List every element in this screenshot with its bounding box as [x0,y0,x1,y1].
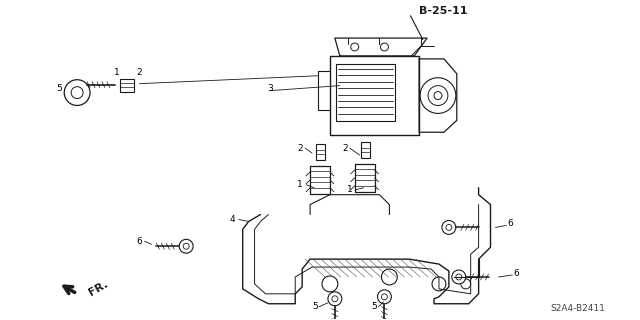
Circle shape [442,220,456,234]
Text: 4: 4 [230,215,236,224]
Text: 2: 2 [298,144,303,153]
Circle shape [428,86,448,106]
Circle shape [378,290,392,304]
Circle shape [446,224,452,230]
Circle shape [64,80,90,106]
Circle shape [432,277,446,291]
Circle shape [322,276,338,292]
Text: 1: 1 [298,180,303,189]
Circle shape [71,87,83,99]
Circle shape [420,78,456,113]
Circle shape [456,274,461,280]
Text: 3: 3 [268,84,273,93]
Text: 5: 5 [312,302,318,311]
Circle shape [452,270,466,284]
Circle shape [381,269,397,285]
Text: FR.: FR. [87,278,110,297]
Text: 2: 2 [137,68,142,77]
Circle shape [381,294,387,300]
Text: 6: 6 [137,237,143,246]
Circle shape [461,279,470,289]
Circle shape [183,243,189,249]
Circle shape [351,43,358,51]
Text: 6: 6 [513,268,519,277]
Circle shape [434,92,442,100]
Text: 2: 2 [342,144,348,153]
Circle shape [328,292,342,306]
Bar [316,144,325,160]
Text: 5: 5 [56,84,62,93]
Text: 1: 1 [347,185,353,194]
Text: B-25-11: B-25-11 [419,6,468,16]
Text: 1: 1 [114,68,120,77]
Text: 5: 5 [372,302,378,311]
Bar [120,79,134,92]
Text: 6: 6 [508,219,513,228]
Circle shape [380,43,388,51]
Circle shape [179,239,193,253]
Bar [361,142,369,158]
Text: S2A4-B2411: S2A4-B2411 [550,304,605,313]
Circle shape [332,296,338,302]
